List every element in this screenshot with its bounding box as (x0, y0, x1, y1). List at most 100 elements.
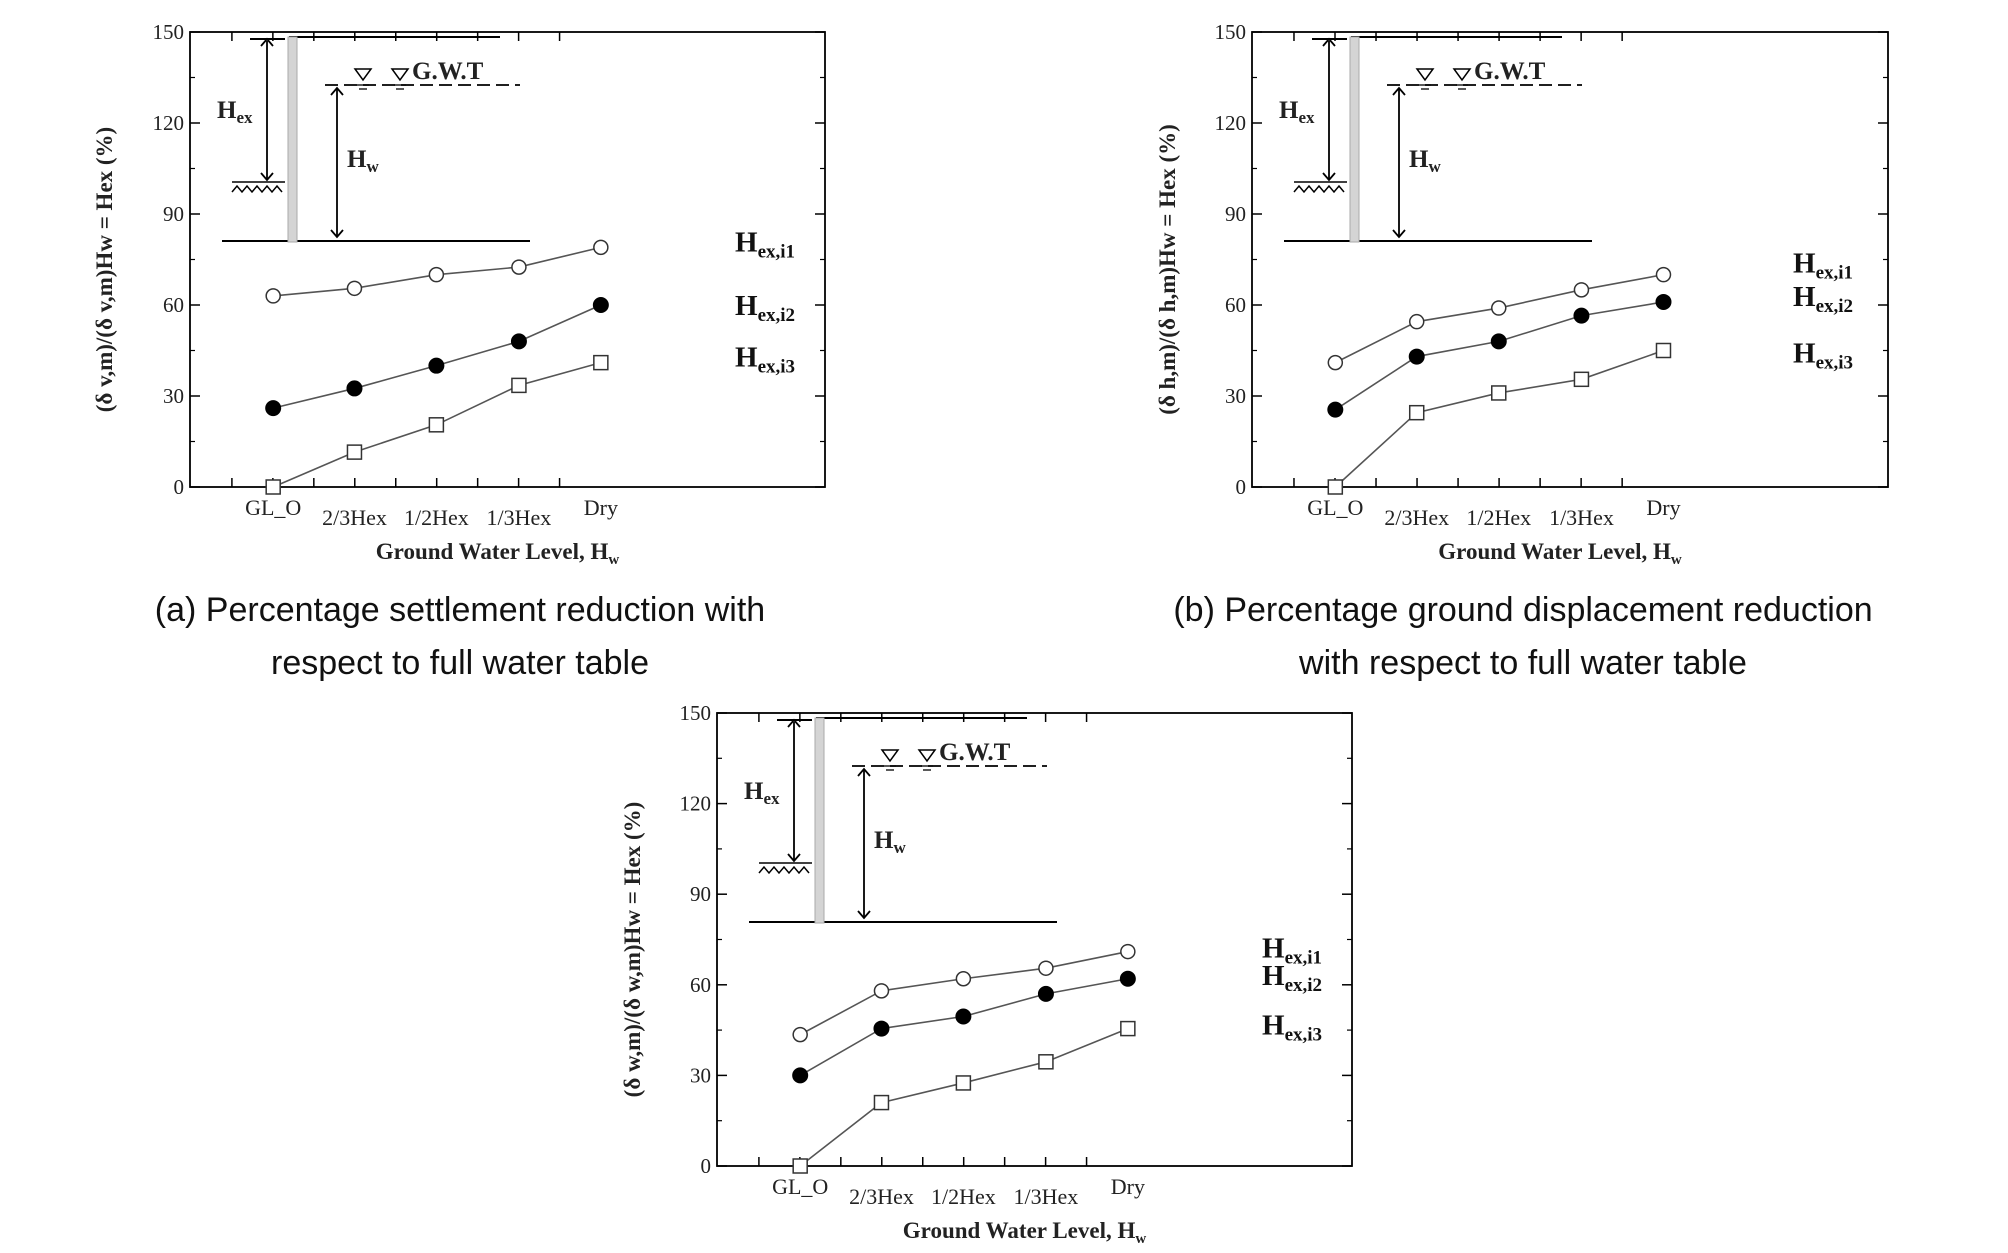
x-tick-label: Dry (584, 495, 618, 520)
y-tick-label: 60 (163, 293, 184, 317)
x-tick-label: GL_O (1307, 495, 1363, 520)
data-point (1327, 401, 1344, 418)
series-line (799, 1027, 1129, 1167)
series-label: Hex,i2 (1262, 960, 1322, 996)
x-axis-label: Ground Water Level, Hw (376, 539, 620, 568)
soil-hatch (758, 865, 810, 875)
series-Hex,i1: Hex,i1 (1327, 248, 1853, 371)
series-Hex,i2: Hex,i2 (1327, 281, 1853, 418)
data-point (428, 266, 445, 283)
water-level-symbol-2 (917, 749, 937, 763)
data-point (1655, 293, 1672, 310)
plot-frame (189, 31, 826, 488)
data-point (1327, 479, 1344, 495)
data-point (1038, 1054, 1054, 1070)
y-tick-label: 150 (1215, 20, 1247, 44)
series-line (1334, 349, 1664, 488)
x-axis-label-sub: w (1135, 1231, 1146, 1247)
x-axis-label: Ground Water Level, Hw (903, 1218, 1147, 1247)
y-axis-label: (δ v,m)/(δ v,m)Hw = Hex (%) (92, 127, 117, 412)
hw-label-sub: w (893, 838, 906, 857)
data-point (1491, 385, 1507, 401)
series-label: Hex,i2 (1793, 281, 1853, 317)
x-axis-label-h: H (590, 539, 608, 564)
caption-line-1: (a) Percentage settlement reduction with (155, 591, 765, 629)
hex-label: Hex (744, 778, 780, 808)
water-level-symbol-2 (390, 68, 410, 82)
x-axis-label-h: H (1653, 539, 1671, 564)
data-point (955, 971, 972, 987)
x-axis-label-text: Ground Water Level, (376, 539, 591, 564)
series-label: Hex,i1 (1793, 248, 1853, 284)
hex-label: Hex (1279, 97, 1315, 127)
x-tick-label: 1/2Hex (404, 505, 469, 530)
series-label: Hex,i1 (1262, 933, 1322, 969)
data-point (346, 380, 363, 397)
x-tick-label: 1/2Hex (931, 1184, 996, 1209)
hw-label: Hw (347, 146, 379, 176)
water-level-symbol-1 (880, 749, 900, 763)
series-label-main: H (1262, 960, 1285, 992)
data-point (592, 297, 609, 313)
retaining-wall (814, 717, 825, 924)
data-point (593, 354, 609, 371)
x-tick-label: Dry (1646, 495, 1680, 520)
caption-line-2: with respect to full water table (1298, 644, 1747, 682)
data-point (346, 280, 363, 297)
water-level-symbol-1 (353, 68, 373, 82)
hw-arrowheads (1392, 86, 1406, 239)
data-point (1120, 943, 1136, 960)
data-point (873, 1020, 890, 1037)
hex-arrowheads (787, 718, 801, 863)
series-label: Hex,i2 (735, 290, 795, 326)
y-tick-label: 90 (163, 202, 184, 226)
hex-arrowheads (260, 37, 274, 182)
data-point (955, 1075, 972, 1091)
data-point (1573, 307, 1590, 324)
y-tick-label: 30 (690, 1063, 711, 1087)
data-point (510, 333, 527, 350)
data-point (1655, 342, 1672, 359)
series-label: Hex,i3 (1262, 1010, 1322, 1046)
retaining-wall (1349, 36, 1360, 243)
y-tick-label: 0 (174, 475, 185, 499)
data-point (511, 377, 527, 394)
hex-label: Hex (217, 97, 253, 127)
soil-hatch (231, 184, 283, 194)
data-point (1573, 282, 1590, 298)
data-point (1490, 333, 1507, 350)
y-tick-label: 90 (690, 882, 711, 906)
y-tick-label: 60 (690, 973, 711, 997)
gwt-label: G.W.T (939, 739, 1011, 766)
hex-arrowheads (1322, 37, 1336, 182)
data-point (1408, 313, 1425, 330)
series-label: Hex,i3 (735, 342, 795, 378)
series-label-sub: ex,i3 (758, 357, 795, 378)
data-point (1327, 354, 1344, 371)
series-label-main: H (735, 226, 758, 258)
hex-label-main: H (744, 778, 764, 805)
series-label-sub: ex,i3 (1816, 353, 1853, 374)
data-point (1655, 266, 1672, 283)
data-point (873, 1094, 890, 1111)
data-point (346, 444, 363, 460)
series-Hex,i1: Hex,i1 (265, 226, 795, 304)
hw-label-sub: w (1428, 157, 1441, 176)
caption-line-2: respect to full water table (271, 644, 649, 682)
hw-label: Hw (1409, 146, 1441, 176)
data-point (792, 1026, 808, 1043)
series-line (272, 304, 602, 409)
x-tick-label: GL_O (245, 495, 301, 520)
hw-label-main: H (1409, 146, 1429, 173)
data-point (593, 239, 609, 256)
y-tick-label: 90 (1225, 202, 1246, 226)
data-point (1120, 1020, 1136, 1037)
x-tick-label: Dry (1111, 1174, 1145, 1199)
x-axis-label-text: Ground Water Level, (1438, 539, 1653, 564)
series-line (799, 977, 1128, 1077)
hex-label-sub: ex (1298, 108, 1315, 127)
x-axis-label: Ground Water Level, Hw (1438, 539, 1682, 568)
hw-label-sub: w (366, 157, 379, 176)
